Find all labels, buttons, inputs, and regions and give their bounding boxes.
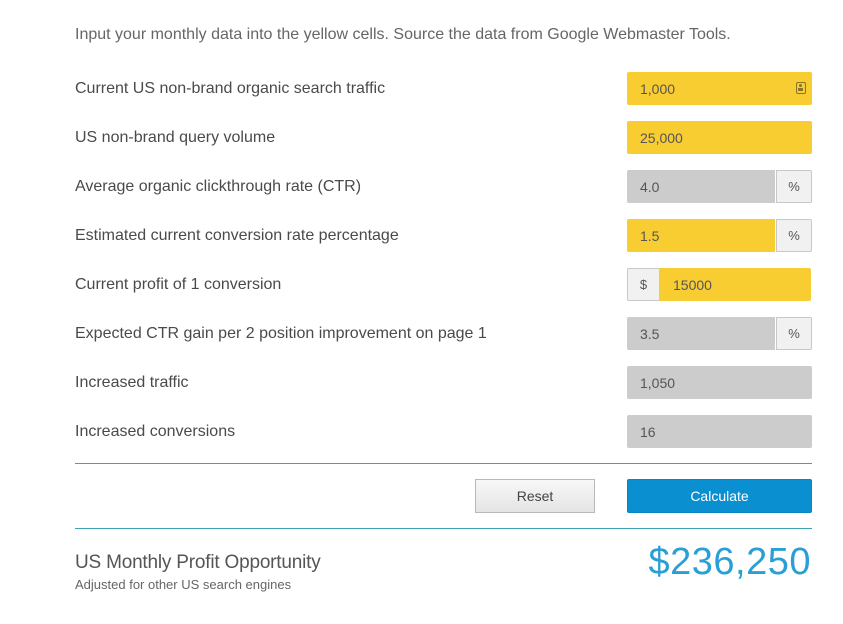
row-ctr: Average organic clickthrough rate (CTR) … <box>75 170 812 204</box>
query-volume-input[interactable]: 25,000 <box>627 121 812 154</box>
ctr-field: 4.0 % <box>627 170 812 203</box>
ctr-readonly-box: 4.0 <box>627 170 775 203</box>
conversion-profit-input[interactable]: $ 15000 <box>627 268 811 301</box>
ctr-gain-readonly-box: 3.5 <box>627 317 775 350</box>
increased-traffic-label: Increased traffic <box>75 374 189 391</box>
query-volume-label: US non-brand query volume <box>75 129 276 146</box>
increased-conversions-output: 16 <box>627 415 812 448</box>
increased-conversions-label: Increased conversions <box>75 423 236 440</box>
conversion-rate-field[interactable]: 1.5 % <box>627 219 812 252</box>
ctr-gain-percent-addon: % <box>776 317 812 350</box>
row-ctr-gain: Expected CTR gain per 2 position improve… <box>75 317 812 351</box>
conversion-rate-value: 1.5 <box>640 228 660 244</box>
current-traffic-input[interactable]: 1,000 <box>627 72 812 105</box>
ctr-gain-field: 3.5 % <box>627 317 812 350</box>
row-conversion-rate: Estimated current conversion rate percen… <box>75 219 812 253</box>
row-query-volume: US non-brand query volume 25,000 <box>75 121 812 155</box>
instructions-text: Input your monthly data into the yellow … <box>75 26 731 43</box>
ctr-gain-label: Expected CTR gain per 2 position improve… <box>75 325 487 342</box>
query-volume-value: 25,000 <box>640 130 683 146</box>
current-traffic-value: 1,000 <box>640 81 676 97</box>
ctr-label: Average organic clickthrough rate (CTR) <box>75 178 362 195</box>
ctr-value: 4.0 <box>640 179 660 195</box>
profit-opportunity-value: $236,250 <box>648 541 811 583</box>
ctr-percent-addon: % <box>776 170 812 203</box>
conversion-rate-percent-addon: % <box>776 219 812 252</box>
row-increased-conversions: Increased conversions 16 <box>75 415 812 449</box>
row-increased-traffic: Increased traffic 1,050 <box>75 366 812 400</box>
current-traffic-label: Current US non-brand organic search traf… <box>75 80 386 97</box>
conversion-profit-value: 15000 <box>673 277 712 293</box>
conversion-profit-label: Current profit of 1 conversion <box>75 276 282 293</box>
increased-traffic-output: 1,050 <box>627 366 812 399</box>
dollar-addon: $ <box>627 268 660 301</box>
calculate-button[interactable]: Calculate <box>627 479 812 513</box>
reset-button[interactable]: Reset <box>475 479 595 513</box>
divider-bottom <box>75 528 812 529</box>
conversion-rate-label: Estimated current conversion rate percen… <box>75 227 399 244</box>
row-conversion-profit: Current profit of 1 conversion $ 15000 <box>75 268 812 302</box>
result-title: US Monthly Profit Opportunity <box>75 552 321 573</box>
ctr-gain-value: 3.5 <box>640 326 660 342</box>
conversion-rate-input[interactable]: 1.5 <box>627 219 775 252</box>
row-current-traffic: Current US non-brand organic search traf… <box>75 72 812 106</box>
contact-card-icon[interactable] <box>796 82 806 94</box>
increased-conversions-value: 16 <box>640 424 656 440</box>
divider-top <box>75 463 812 464</box>
increased-traffic-value: 1,050 <box>640 375 676 391</box>
result-subtitle: Adjusted for other US search engines <box>75 577 292 592</box>
